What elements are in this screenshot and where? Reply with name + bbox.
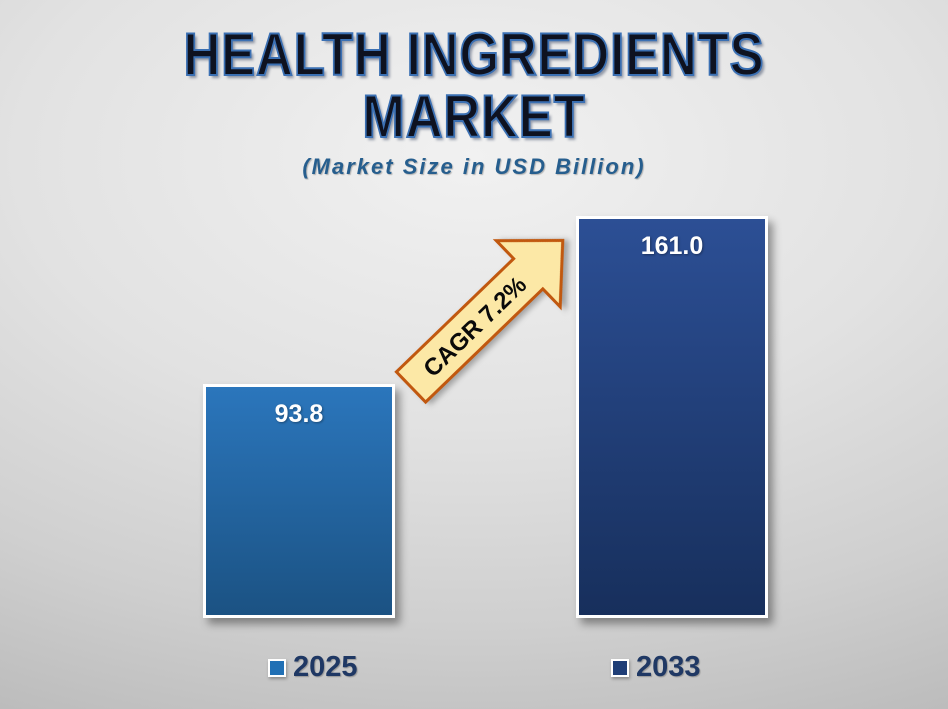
bar-2025: 93.8 <box>203 384 395 618</box>
legend-item-2025: 2025 <box>268 651 358 684</box>
bar-2025-value-label: 93.8 <box>274 400 324 428</box>
page-title-line-2: MARKET <box>362 83 586 150</box>
cagr-arrow-label: CAGR 7.2% <box>418 271 532 382</box>
legend-item-2033: 2033 <box>611 651 701 684</box>
legend-label-2025: 2025 <box>293 651 358 683</box>
chart-subtitle: (Market Size in USD Billion) <box>302 154 646 179</box>
legend-label-2033: 2033 <box>636 651 701 683</box>
bar-2033: 161.0 <box>576 216 768 618</box>
page-title-line-1: HEALTH INGREDIENTS <box>183 21 765 88</box>
legend-swatch-2033 <box>611 658 629 677</box>
cagr-arrow-shape <box>394 238 565 405</box>
legend-swatch-2025 <box>268 658 286 677</box>
title-block: HEALTH INGREDIENTS MARKET (Market Size i… <box>0 21 948 180</box>
bar-2033-value-label: 161.0 <box>640 232 704 260</box>
